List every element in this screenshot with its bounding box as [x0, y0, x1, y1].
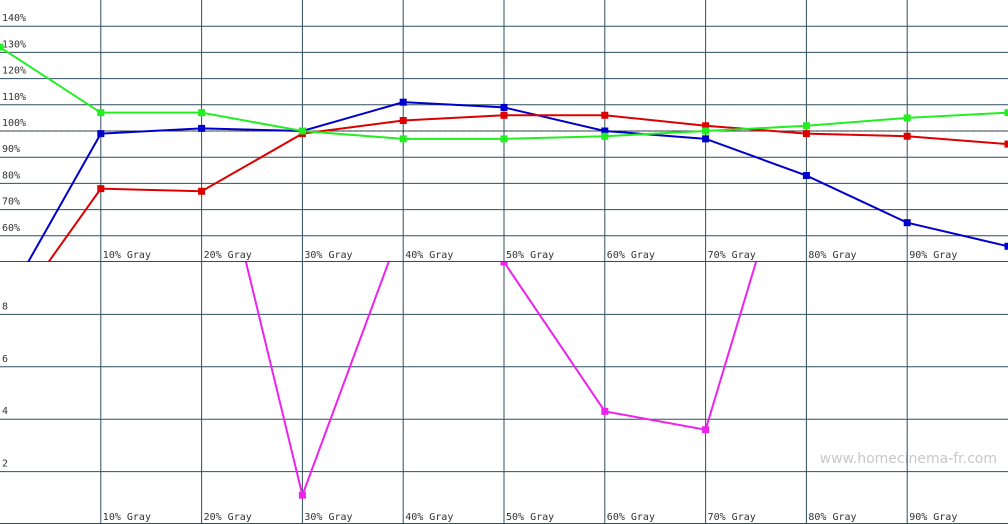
- point-marker: [198, 124, 206, 132]
- point-marker: [500, 103, 508, 111]
- x-tick-label: 70% Gray: [708, 512, 756, 523]
- point-marker: [97, 130, 105, 138]
- point-marker: [97, 109, 105, 117]
- x-tick-label: 60% Gray: [607, 250, 655, 261]
- point-marker: [198, 109, 206, 117]
- x-tick-label: 60% Gray: [607, 512, 655, 523]
- point-marker: [399, 135, 407, 143]
- point-marker: [500, 262, 508, 266]
- point-marker: [802, 122, 810, 130]
- x-tick-label: 80% Gray: [808, 512, 856, 523]
- x-tick-label: 50% Gray: [506, 512, 554, 523]
- watermark: www.homecinema-fr.com: [820, 451, 997, 467]
- y-tick-label: 130%: [2, 39, 26, 50]
- y-tick-label: 70%: [2, 197, 20, 208]
- x-tick-label: 10% Gray: [103, 250, 151, 261]
- x-tick-label: 50% Gray: [506, 250, 554, 261]
- point-marker: [198, 187, 206, 195]
- y-tick-label: 90%: [2, 144, 20, 155]
- point-marker: [702, 127, 710, 135]
- x-tick-label: 20% Gray: [204, 250, 252, 261]
- point-marker: [0, 327, 4, 334]
- point-marker: [702, 122, 710, 130]
- point-marker: [0, 43, 4, 51]
- x-tick-label: 90% Gray: [909, 250, 957, 261]
- x-tick-label: 90% Gray: [909, 512, 957, 523]
- point-marker: [500, 135, 508, 143]
- y-tick-label: 60%: [2, 223, 20, 234]
- point-marker: [702, 426, 710, 434]
- plot-area: [244, 262, 758, 499]
- y-tick-label: 80%: [2, 170, 20, 181]
- point-marker: [298, 491, 306, 499]
- x-tick-label: 20% Gray: [204, 512, 252, 523]
- x-tick-label: 30% Gray: [304, 512, 352, 523]
- x-tick-label: 40% Gray: [405, 250, 453, 261]
- y-tick-label: 6: [2, 354, 8, 365]
- point-marker: [802, 130, 810, 138]
- point-marker: [601, 407, 609, 415]
- point-marker: [903, 219, 911, 227]
- point-marker: [601, 132, 609, 140]
- point-marker: [802, 172, 810, 180]
- point-marker: [500, 111, 508, 119]
- point-marker: [1004, 109, 1008, 117]
- x-tick-label: 80% Gray: [808, 250, 856, 261]
- point-marker: [399, 117, 407, 125]
- y-tick-label: 140%: [2, 13, 26, 24]
- plot-area: [0, 43, 1008, 334]
- point-marker: [1004, 140, 1008, 148]
- point-marker: [1004, 242, 1008, 250]
- point-marker: [601, 127, 609, 135]
- y-tick-label: 4: [2, 406, 8, 417]
- x-tick-label: 10% Gray: [103, 512, 151, 523]
- y-tick-label: 110%: [2, 92, 26, 103]
- x-tick-label: 40% Gray: [405, 512, 453, 523]
- point-marker: [903, 132, 911, 140]
- point-marker: [97, 185, 105, 193]
- point-marker: [903, 114, 911, 122]
- point-marker: [702, 135, 710, 143]
- y-tick-label: 100%: [2, 118, 26, 129]
- y-tick-label: 120%: [2, 66, 26, 77]
- point-marker: [298, 127, 306, 135]
- x-tick-label: 70% Gray: [708, 250, 756, 261]
- point-marker: [399, 98, 407, 106]
- y-tick-label: 2: [2, 459, 8, 470]
- point-marker: [601, 111, 609, 119]
- x-tick-label: 30% Gray: [304, 250, 352, 261]
- y-tick-label: 8: [2, 301, 8, 312]
